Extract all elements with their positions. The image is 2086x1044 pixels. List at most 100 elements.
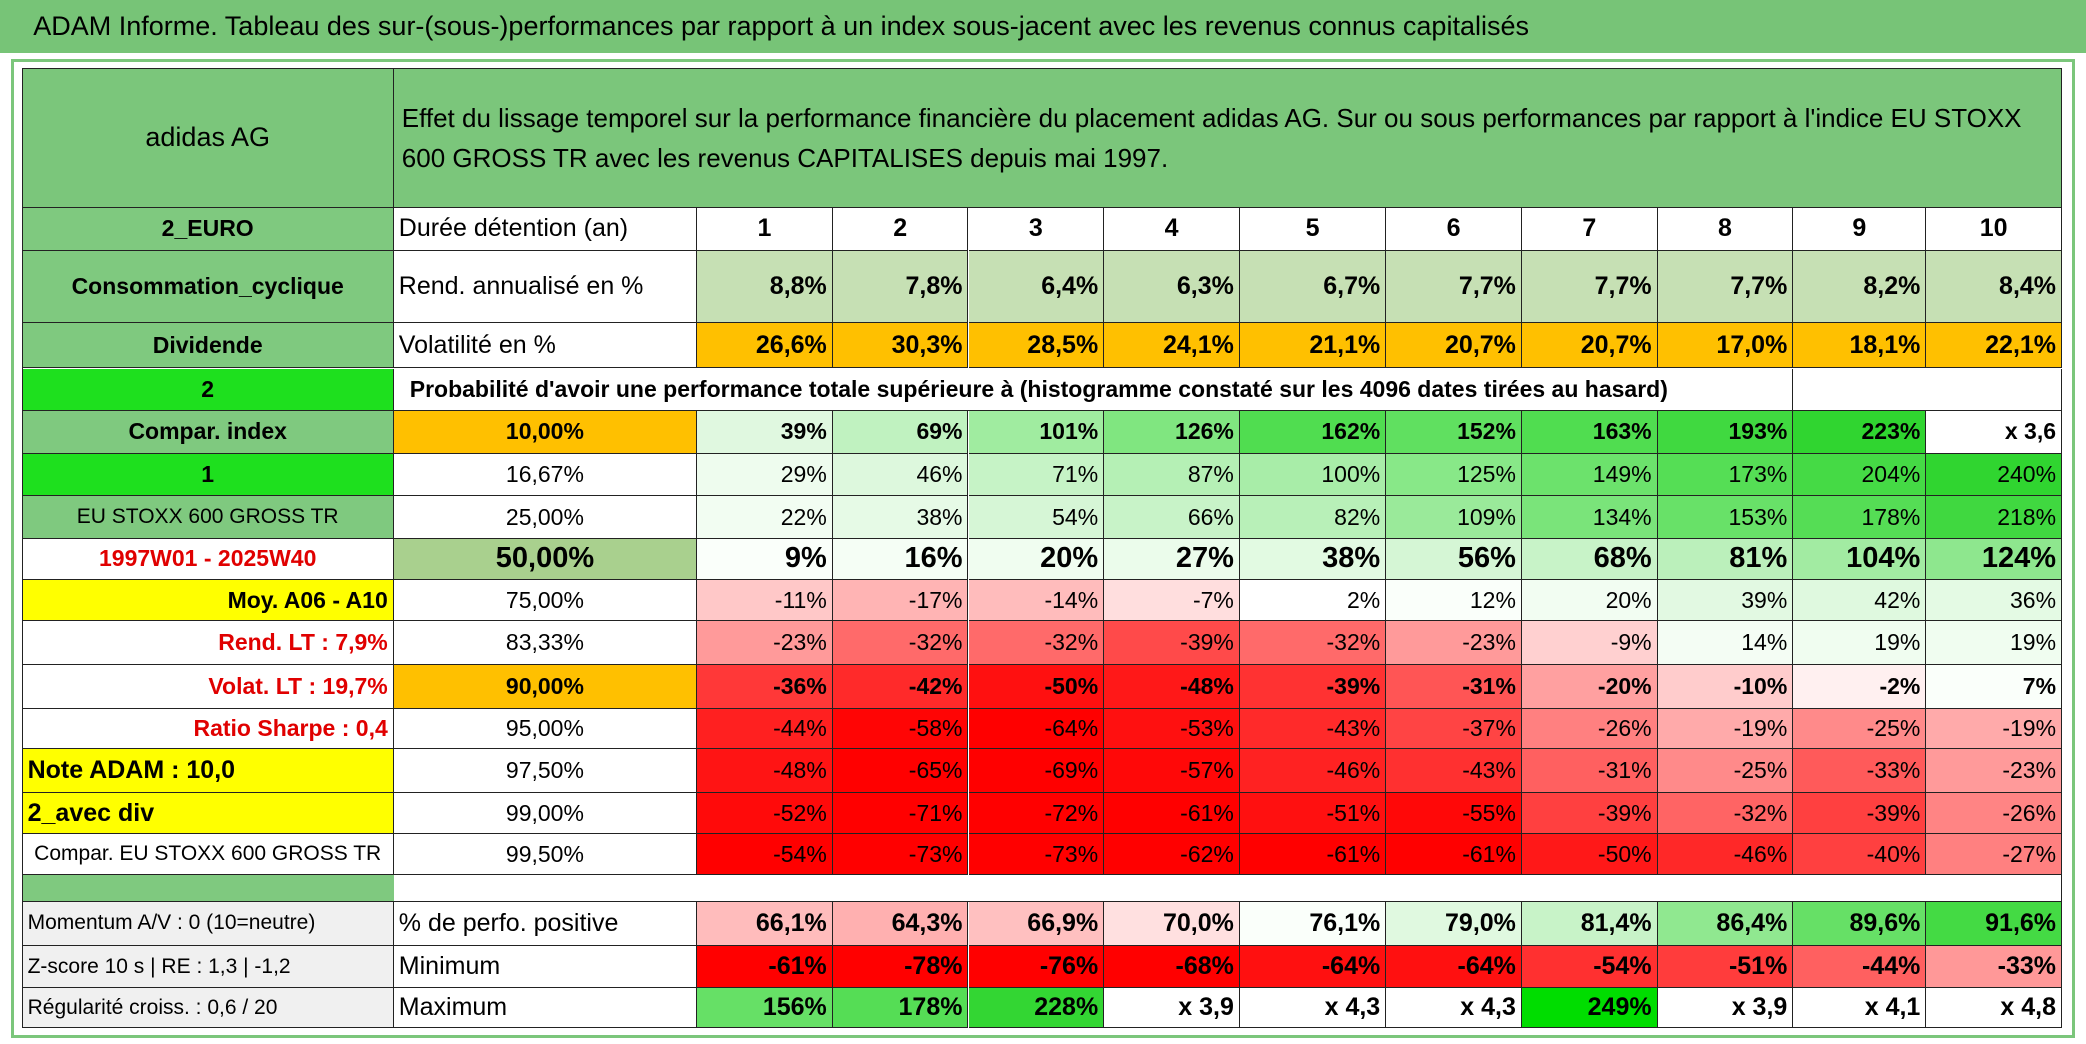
value-cell: 125% [1386, 453, 1522, 497]
value-cell: x 4,1 [1793, 988, 1927, 1029]
value-cell: 66% [1104, 496, 1240, 539]
value-cell: 12% [1386, 580, 1522, 622]
row-parameter: 10,00% [393, 411, 698, 454]
value-cell: 163% [1521, 411, 1658, 454]
value-cell: 8,2% [1793, 251, 1927, 324]
value-cell: -62% [1104, 834, 1240, 876]
row-parameter: 99,00% [393, 792, 698, 835]
row-parameter: Maximum [393, 988, 698, 1029]
value-cell: 22,1% [1926, 323, 2063, 369]
value-cell: -48% [697, 748, 833, 793]
value-cell: -57% [1104, 748, 1240, 793]
value-cell: 104% [1793, 538, 1927, 581]
row-label: 1997W01 - 2025W40 [22, 538, 394, 581]
value-cell: 54% [968, 496, 1105, 539]
value-cell: -61% [1239, 834, 1387, 876]
value-cell: 82% [1239, 496, 1387, 539]
value-cell: -65% [832, 748, 969, 793]
value-cell: -26% [1926, 792, 2063, 835]
row-parameter: 83,33% [393, 621, 698, 666]
company-name: adidas AG [22, 69, 394, 208]
value-cell: 126% [1104, 411, 1240, 454]
value-cell: x 4,3 [1386, 988, 1522, 1029]
row-label: 1 [22, 453, 394, 497]
value-cell: -32% [1657, 792, 1794, 835]
value-cell: -68% [1104, 945, 1240, 989]
value-cell: 7,7% [1386, 251, 1522, 324]
row-label: Ratio Sharpe : 0,4 [22, 709, 394, 749]
value-cell: 8,4% [1926, 251, 2063, 324]
row-label: Volat. LT : 19,7% [22, 665, 394, 710]
value-cell: -64% [1386, 945, 1522, 989]
value-cell: 26,6% [697, 323, 833, 369]
value-cell: 36% [1926, 580, 2063, 622]
value-cell: 38% [832, 496, 969, 539]
row-label: Régularité croiss. : 0,6 / 20 [22, 988, 394, 1029]
value-cell: -39% [1239, 665, 1387, 710]
value-cell: -51% [1657, 945, 1794, 989]
row-label: 2_avec div [22, 792, 394, 835]
value-cell: -73% [832, 834, 969, 876]
value-cell: 100% [1239, 453, 1387, 497]
value-cell: -26% [1521, 709, 1658, 749]
value-cell: -43% [1386, 748, 1522, 793]
value-cell: -9% [1521, 621, 1658, 666]
value-cell: -32% [832, 621, 969, 666]
row-label: Rend. LT : 7,9% [22, 621, 394, 666]
value-cell: 22% [697, 496, 833, 539]
value-cell: 149% [1521, 453, 1658, 497]
value-cell: -36% [697, 665, 833, 710]
row-parameter: % de perfo. positive [393, 901, 698, 946]
value-cell: -76% [968, 945, 1105, 989]
row-parameter: Rend. annualisé en % [393, 251, 698, 324]
value-cell: 39% [1657, 580, 1794, 622]
value-cell: 218% [1926, 496, 2063, 539]
value-cell: -53% [1104, 709, 1240, 749]
value-cell: 42% [1793, 580, 1927, 622]
value-cell: 124% [1926, 538, 2063, 581]
value-cell: 173% [1657, 453, 1794, 497]
value-cell: 7 [1521, 207, 1658, 252]
value-cell: 9% [697, 538, 833, 581]
value-cell: 87% [1104, 453, 1240, 497]
value-cell: -46% [1239, 748, 1387, 793]
value-cell: 6,4% [968, 251, 1105, 324]
value-cell: 19% [1793, 621, 1927, 666]
value-cell: 20,7% [1386, 323, 1522, 369]
value-cell: 204% [1793, 453, 1927, 497]
value-cell: 21,1% [1239, 323, 1387, 369]
value-cell: 20% [1521, 580, 1658, 622]
value-cell: 134% [1521, 496, 1658, 539]
value-cell: 223% [1793, 411, 1927, 454]
value-cell: -73% [968, 834, 1105, 876]
row-label: Compar. index [22, 411, 394, 454]
row-label: Dividende [22, 323, 394, 369]
value-cell: 5 [1239, 207, 1387, 252]
value-cell: 38% [1239, 538, 1387, 581]
value-cell: -19% [1926, 709, 2063, 749]
row-label: Z-score 10 s | RE : 1,3 | -1,2 [22, 945, 394, 989]
value-cell: -31% [1386, 665, 1522, 710]
probability-heading: Probabilité d'avoir une performance tota… [393, 368, 1794, 412]
value-cell: 18,1% [1793, 323, 1927, 369]
value-cell: -25% [1793, 709, 1927, 749]
value-cell: -17% [832, 580, 969, 622]
value-cell: -50% [968, 665, 1105, 710]
row-parameter: 97,50% [393, 748, 698, 793]
value-cell: -61% [697, 945, 833, 989]
frame [10, 58, 2076, 1038]
table-border [21, 68, 2063, 1029]
value-cell: -44% [1793, 945, 1927, 989]
value-cell: -10% [1657, 665, 1794, 710]
gap-cell [22, 875, 394, 902]
row-parameter: Durée détention (an) [393, 207, 698, 252]
value-cell: x 4,3 [1239, 988, 1387, 1029]
value-cell: -40% [1793, 834, 1927, 876]
value-cell: -61% [1104, 792, 1240, 835]
value-cell: 1 [697, 207, 833, 252]
value-cell: 71% [968, 453, 1105, 497]
value-cell: -48% [1104, 665, 1240, 710]
value-cell: 29% [697, 453, 833, 497]
row-parameter: Volatilité en % [393, 323, 698, 369]
value-cell: 7,7% [1521, 251, 1658, 324]
